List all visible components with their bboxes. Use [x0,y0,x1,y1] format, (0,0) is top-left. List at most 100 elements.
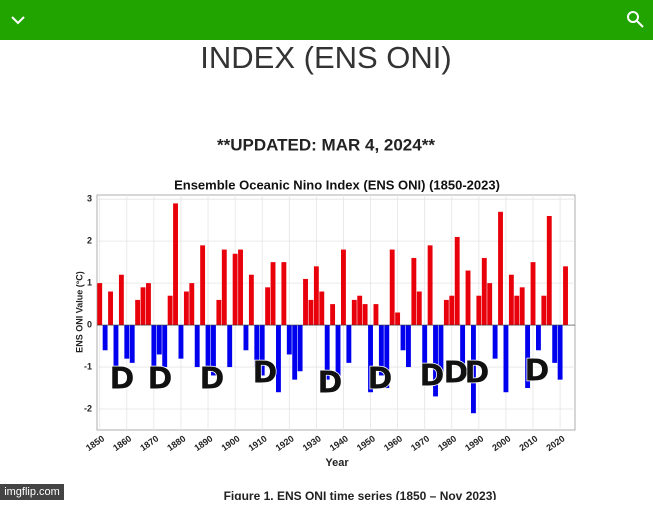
bar [129,325,135,363]
bar [108,291,113,326]
x-tick-label: 1850 [84,433,106,453]
bar [476,295,482,326]
bar [162,325,168,368]
bar [97,283,103,326]
bar [395,312,401,326]
bar [216,299,222,326]
meme-text: D [318,366,343,401]
bar [167,295,173,326]
bar [303,278,308,326]
bar [373,304,379,326]
bar [324,325,330,380]
meme-text: D [420,359,445,394]
x-tick-label: 1900 [219,433,241,453]
top-bar [0,0,653,40]
bar [368,325,373,393]
y-tick-label: 3 [87,194,92,204]
y-tick-label: 2 [87,236,92,246]
bar [265,287,271,326]
bar [351,299,357,326]
bar [227,325,233,368]
bar [492,325,498,359]
bar [341,249,346,326]
x-tick-label: 1990 [463,433,485,453]
x-axis-label: Year [325,457,349,469]
bar [508,274,514,326]
bar [211,325,216,376]
bar [259,325,265,376]
bar [335,325,341,384]
bar [308,299,314,326]
bar [313,266,319,326]
bar [416,291,422,326]
x-tick-label: 1960 [382,433,404,453]
bar [536,325,541,351]
y-tick-label: -1 [84,361,92,371]
x-tick-label: 1890 [192,433,214,453]
bar [232,253,238,326]
bar [433,325,438,397]
bar [276,325,281,393]
meme-text: D [200,362,225,397]
bar [465,270,471,326]
bar [487,283,493,326]
bar [330,304,336,326]
x-tick-label: 2020 [544,433,566,453]
x-tick-label: 1980 [436,433,458,453]
bar [427,245,433,326]
y-tick-label: 1 [87,278,92,288]
bar [178,325,184,359]
bar [183,291,189,326]
bar [438,325,444,376]
y-tick-label: -2 [84,403,92,413]
bar [189,283,195,326]
figure-caption: Figure 1. ENS ONI time series (1850 – No… [224,489,497,500]
bar [194,325,200,368]
bar [481,257,487,326]
meme-text: D [110,362,135,397]
bar [525,325,531,389]
chart-title: Ensemble Oceanic Nino Index (ENS ONI) (1… [174,177,500,192]
x-tick-label: 2000 [490,433,512,453]
bar [286,325,292,355]
x-tick-label: 1920 [274,433,296,453]
bar [519,287,525,326]
bar [503,325,509,393]
bar [135,299,141,326]
x-tick-label: 1940 [328,433,350,453]
bar [406,325,411,368]
bar [146,283,151,326]
bar [460,325,466,376]
watermark-bg [0,484,64,500]
bar [254,325,260,368]
x-tick-label: 1870 [138,433,160,453]
x-tick-label: 1860 [111,433,133,453]
bar [384,325,390,389]
meme-text: D [465,356,490,391]
bar [400,325,406,351]
bar [243,325,249,351]
meme-text: D [525,354,550,389]
bar [113,325,119,368]
bar [248,274,254,326]
bar [541,295,547,326]
bar [498,211,503,326]
x-tick-label: 1950 [355,433,377,453]
meme-text: D [148,362,173,397]
bar [411,257,417,326]
x-tick-label: 1910 [247,433,269,453]
menu-chevron[interactable] [11,16,25,25]
bar [156,325,162,355]
bar [449,295,455,326]
bar [362,304,368,326]
bar [357,295,363,326]
bar [281,262,287,326]
bar [514,295,520,326]
bar [270,262,276,326]
search-icon[interactable] [627,11,644,28]
bar [118,274,124,326]
bar [454,236,460,326]
meme-text: D [253,356,278,391]
bar [422,325,428,376]
